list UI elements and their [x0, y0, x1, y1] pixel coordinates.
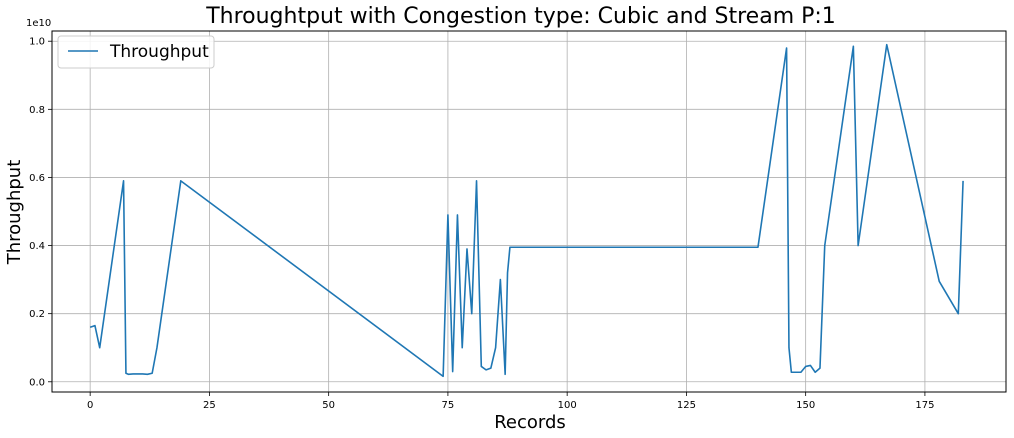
x-tick-label: 100	[558, 400, 577, 411]
series-line-throughput	[89, 43, 964, 378]
x-tick-label: 0	[87, 400, 93, 411]
y-tick-label: 0.0	[29, 377, 45, 388]
axis-ticks: 0 25 50 75 100 125 150 175 0.0 0.2 0.4 0.6 0.8 1.0	[29, 37, 934, 411]
legend-box	[57, 35, 215, 69]
x-axis-label: Records	[494, 412, 566, 433]
x-tick-label: 25	[203, 400, 216, 411]
plot-area-frame	[51, 30, 1007, 393]
series-layer	[89, 43, 964, 378]
x-tick-label: 50	[322, 400, 335, 411]
y-axis-offset-label: 1e10	[26, 18, 51, 29]
legend: Throughput	[57, 35, 215, 69]
x-tick-label: 75	[442, 400, 455, 411]
y-tick-label: 0.2	[29, 309, 45, 320]
y-axis-label: Throughput	[4, 160, 25, 266]
y-tick-label: 1.0	[29, 37, 45, 48]
y-tick-label: 0.6	[29, 173, 45, 184]
chart-title: Throughtput with Congestion type: Cubic …	[205, 4, 836, 29]
y-tick-label: 0.4	[29, 241, 45, 252]
y-tick-label: 0.8	[29, 105, 45, 116]
x-tick-label: 125	[677, 400, 696, 411]
legend-entry-throughput: Throughput	[109, 42, 209, 62]
x-tick-label: 175	[915, 400, 934, 411]
x-tick-label: 150	[796, 400, 815, 411]
